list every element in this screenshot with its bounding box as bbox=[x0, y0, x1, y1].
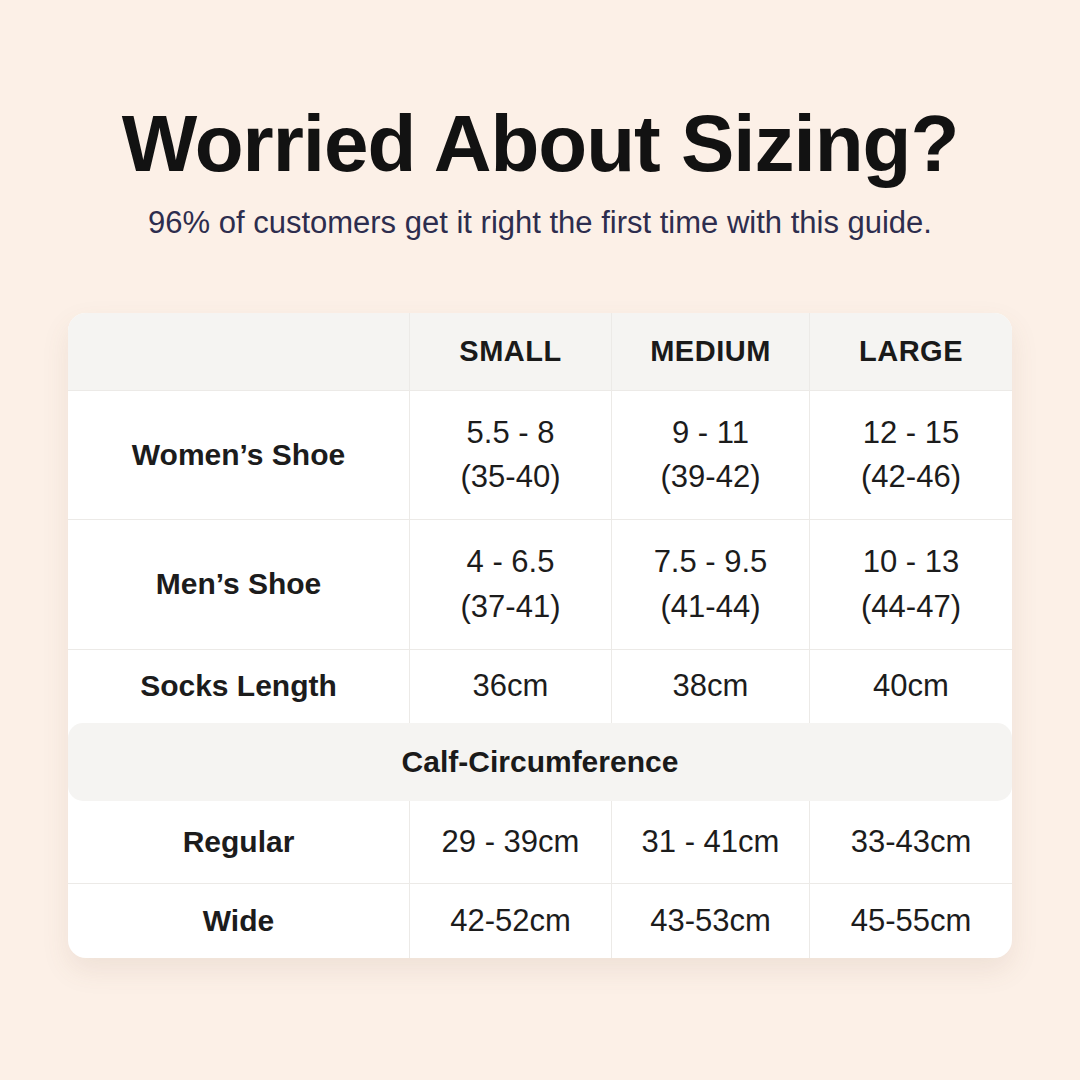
cell-wide-medium: 43-53cm bbox=[612, 884, 810, 958]
page-title: Worried About Sizing? bbox=[0, 98, 1080, 190]
page-subtitle: 96% of customers get it right the first … bbox=[0, 205, 1080, 241]
cell-regular-medium: 31 - 41cm bbox=[612, 801, 810, 883]
cell-line-1: 10 - 13 bbox=[863, 540, 960, 584]
cell-socks-medium: 38cm bbox=[612, 650, 810, 723]
col-header-medium: MEDIUM bbox=[612, 313, 810, 390]
table-row-regular: Regular 29 - 39cm 31 - 41cm 33-43cm bbox=[68, 801, 1012, 883]
table-row-mens-shoe: Men’s Shoe 4 - 6.5 (37-41) 7.5 - 9.5 (41… bbox=[68, 519, 1012, 649]
row-label-womens-shoe: Women’s Shoe bbox=[68, 391, 410, 519]
cell-line-1: 5.5 - 8 bbox=[467, 411, 555, 455]
cell-line-2: (37-41) bbox=[461, 585, 561, 629]
cell-regular-small: 29 - 39cm bbox=[410, 801, 612, 883]
cell-wide-small: 42-52cm bbox=[410, 884, 612, 958]
cell-mens-medium: 7.5 - 9.5 (41-44) bbox=[612, 520, 810, 649]
cell-line-1: 7.5 - 9.5 bbox=[654, 540, 768, 584]
col-header-blank bbox=[68, 313, 410, 390]
cell-regular-large: 33-43cm bbox=[810, 801, 1012, 883]
row-label-mens-shoe: Men’s Shoe bbox=[68, 520, 410, 649]
table-header-row: SMALL MEDIUM LARGE bbox=[68, 313, 1012, 391]
table-row-socks-length: Socks Length 36cm 38cm 40cm bbox=[68, 649, 1012, 723]
cell-line-1: 9 - 11 bbox=[672, 411, 749, 455]
cell-mens-large: 10 - 13 (44-47) bbox=[810, 520, 1012, 649]
row-label-wide: Wide bbox=[68, 884, 410, 958]
cell-line-1: 4 - 6.5 bbox=[467, 540, 555, 584]
cell-womens-small: 5.5 - 8 (35-40) bbox=[410, 391, 612, 519]
cell-line-2: (41-44) bbox=[661, 585, 761, 629]
cell-mens-small: 4 - 6.5 (37-41) bbox=[410, 520, 612, 649]
cell-socks-large: 40cm bbox=[810, 650, 1012, 723]
section-header-calf-circumference: Calf-Circumference bbox=[68, 723, 1012, 801]
cell-womens-large: 12 - 15 (42-46) bbox=[810, 391, 1012, 519]
table-row-womens-shoe: Women’s Shoe 5.5 - 8 (35-40) 9 - 11 (39-… bbox=[68, 391, 1012, 519]
cell-line-1: 12 - 15 bbox=[863, 411, 960, 455]
col-header-small: SMALL bbox=[410, 313, 612, 390]
table-row-wide: Wide 42-52cm 43-53cm 45-55cm bbox=[68, 883, 1012, 958]
row-label-socks-length: Socks Length bbox=[68, 650, 410, 723]
col-header-large: LARGE bbox=[810, 313, 1012, 390]
page-background: Worried About Sizing? 96% of customers g… bbox=[0, 0, 1080, 1080]
cell-line-2: (35-40) bbox=[461, 455, 561, 499]
cell-line-2: (44-47) bbox=[861, 585, 961, 629]
cell-womens-medium: 9 - 11 (39-42) bbox=[612, 391, 810, 519]
size-guide-table: SMALL MEDIUM LARGE Women’s Shoe 5.5 - 8 … bbox=[68, 313, 1012, 958]
cell-wide-large: 45-55cm bbox=[810, 884, 1012, 958]
cell-line-2: (39-42) bbox=[661, 455, 761, 499]
row-label-regular: Regular bbox=[68, 801, 410, 883]
cell-line-2: (42-46) bbox=[861, 455, 961, 499]
cell-socks-small: 36cm bbox=[410, 650, 612, 723]
